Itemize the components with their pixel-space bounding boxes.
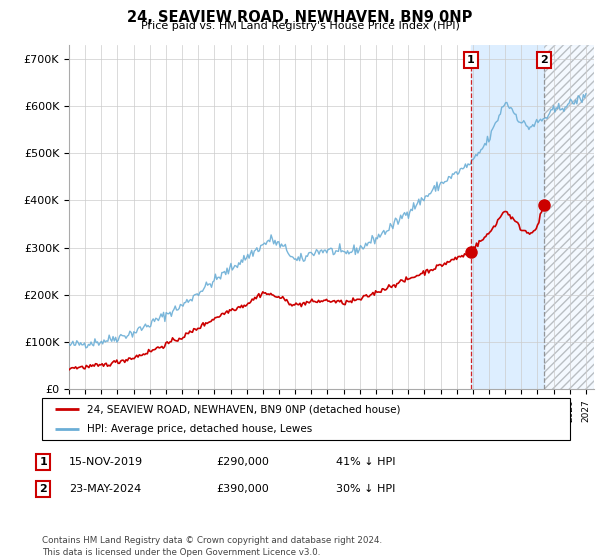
Text: HPI: Average price, detached house, Lewes: HPI: Average price, detached house, Lewe… <box>87 424 312 434</box>
Text: 1: 1 <box>40 457 47 467</box>
Bar <box>544 45 594 389</box>
Text: £290,000: £290,000 <box>216 457 269 467</box>
Bar <box>471 45 544 389</box>
Text: Price paid vs. HM Land Registry's House Price Index (HPI): Price paid vs. HM Land Registry's House … <box>140 21 460 31</box>
Text: 24, SEAVIEW ROAD, NEWHAVEN, BN9 0NP (detached house): 24, SEAVIEW ROAD, NEWHAVEN, BN9 0NP (det… <box>87 404 400 414</box>
Text: 15-NOV-2019: 15-NOV-2019 <box>69 457 143 467</box>
Text: 30% ↓ HPI: 30% ↓ HPI <box>336 484 395 494</box>
Text: 2: 2 <box>540 55 548 65</box>
Text: 23-MAY-2024: 23-MAY-2024 <box>69 484 141 494</box>
Text: 24, SEAVIEW ROAD, NEWHAVEN, BN9 0NP: 24, SEAVIEW ROAD, NEWHAVEN, BN9 0NP <box>127 10 473 25</box>
Text: Contains HM Land Registry data © Crown copyright and database right 2024.
This d: Contains HM Land Registry data © Crown c… <box>42 536 382 557</box>
Text: 2: 2 <box>40 484 47 494</box>
Text: 41% ↓ HPI: 41% ↓ HPI <box>336 457 395 467</box>
Text: £390,000: £390,000 <box>216 484 269 494</box>
Text: 1: 1 <box>467 55 475 65</box>
Bar <box>544 45 594 389</box>
